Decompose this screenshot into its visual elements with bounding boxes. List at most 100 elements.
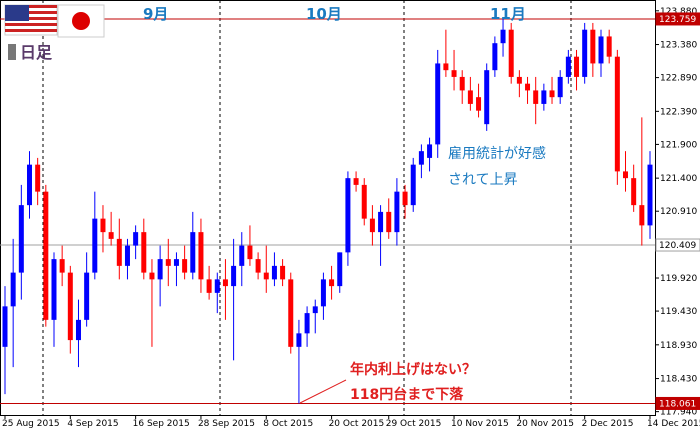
candle-body xyxy=(565,56,571,77)
candle-body xyxy=(100,218,106,233)
candle-body xyxy=(337,252,343,287)
x-tick-label: 16 Sep 2015 xyxy=(133,419,190,429)
candle-body xyxy=(10,272,16,307)
candle-body xyxy=(631,178,637,206)
candle-body xyxy=(492,43,498,71)
candle-body xyxy=(394,191,400,233)
candle-body xyxy=(190,232,196,273)
annotation: 118円台まで下落 xyxy=(350,386,464,403)
candle-body xyxy=(43,191,49,320)
candle-body xyxy=(435,63,441,145)
price-label-bg xyxy=(655,238,700,252)
candle-body xyxy=(557,76,563,98)
sun xyxy=(72,12,90,30)
stripe xyxy=(5,23,57,26)
candle-body xyxy=(75,319,81,341)
candle-body xyxy=(18,205,24,273)
candle-body xyxy=(320,279,326,307)
candle-body xyxy=(484,70,490,125)
candle-body xyxy=(598,36,604,64)
x-tick-label: 25 Aug 2015 xyxy=(2,419,60,429)
candle-body xyxy=(239,245,245,266)
candle-body xyxy=(378,211,384,233)
candle-body xyxy=(255,259,261,273)
stripe xyxy=(5,5,57,8)
candle-body xyxy=(443,63,449,71)
candle-body xyxy=(288,279,294,347)
candle-body xyxy=(51,259,57,320)
month-label: 9月 xyxy=(143,5,168,23)
candle-body xyxy=(427,144,433,158)
candle-body xyxy=(541,90,547,104)
candle-body xyxy=(141,232,147,273)
candle-body xyxy=(182,259,188,273)
x-tick-label: 20 Oct 2015 xyxy=(329,419,385,429)
candle-body xyxy=(263,272,269,280)
candle-body xyxy=(312,306,318,314)
candle-body xyxy=(467,90,473,104)
candle-body xyxy=(157,259,163,280)
candle-body xyxy=(165,259,171,266)
y-tick-label: 117.940 xyxy=(660,408,697,418)
candle-body xyxy=(149,272,155,280)
y-tick-label: 122.890 xyxy=(660,74,697,84)
candle-body xyxy=(124,245,130,266)
x-tick-label: 28 Sep 2015 xyxy=(198,419,255,429)
candle-body xyxy=(296,333,302,347)
candle-body xyxy=(133,232,139,246)
candle-body xyxy=(206,279,212,293)
candle-body xyxy=(353,178,359,185)
candle-body xyxy=(231,265,237,287)
month-label: 10月 xyxy=(306,5,342,23)
candle-body xyxy=(67,272,73,341)
candle-body xyxy=(516,76,522,84)
candle-body xyxy=(329,279,335,287)
candle-body xyxy=(418,151,424,165)
annotation: されて上昇 xyxy=(448,172,518,188)
candle-body xyxy=(361,184,367,219)
candle-body xyxy=(476,97,482,111)
candle-body xyxy=(92,218,98,273)
annotation: 雇用統計が好感 xyxy=(448,145,546,162)
y-tick-label: 123.880 xyxy=(660,7,697,17)
price-label-bg xyxy=(655,12,700,26)
candle-body xyxy=(606,36,612,57)
stripe xyxy=(5,29,57,32)
x-tick-label: 4 Sep 2015 xyxy=(67,419,118,429)
y-tick-label: 121.400 xyxy=(660,174,697,184)
y-tick-label: 123.380 xyxy=(660,41,697,51)
candle-body xyxy=(647,164,653,226)
candle-body xyxy=(590,29,596,64)
canton xyxy=(5,5,29,21)
x-tick-label: 20 Nov 2015 xyxy=(516,419,574,429)
candle-body xyxy=(533,90,539,104)
candle-body xyxy=(410,164,416,206)
candle-body xyxy=(35,164,41,192)
x-tick-label: 14 Dec 2015 xyxy=(647,419,700,429)
flag-us xyxy=(4,4,58,36)
candle-body xyxy=(247,245,253,260)
candle-body xyxy=(459,76,465,91)
y-tick-label: 120.910 xyxy=(660,207,697,217)
candle-body xyxy=(549,90,555,98)
candle-body xyxy=(451,70,457,77)
candle-body xyxy=(26,164,32,206)
month-label: 11月 xyxy=(490,5,526,23)
candle-body xyxy=(402,191,408,206)
candle-body xyxy=(271,265,277,280)
hourglass-icon xyxy=(8,44,16,60)
candle-body xyxy=(280,265,286,280)
candle-body xyxy=(198,232,204,280)
y-tick-label: 118.430 xyxy=(660,375,697,385)
candle-body xyxy=(623,171,629,179)
price-label: 123.759 xyxy=(659,15,696,25)
candle-body xyxy=(173,259,179,266)
x-tick-label: 2 Dec 2015 xyxy=(582,419,634,429)
annotation: 年内利上げはない？ xyxy=(350,361,476,378)
x-tick-label: 10 Nov 2015 xyxy=(451,419,509,429)
stripe xyxy=(5,11,57,14)
price-label: 120.409 xyxy=(659,241,696,251)
y-tick-label: 122.390 xyxy=(660,107,697,117)
candle-body xyxy=(574,56,580,77)
